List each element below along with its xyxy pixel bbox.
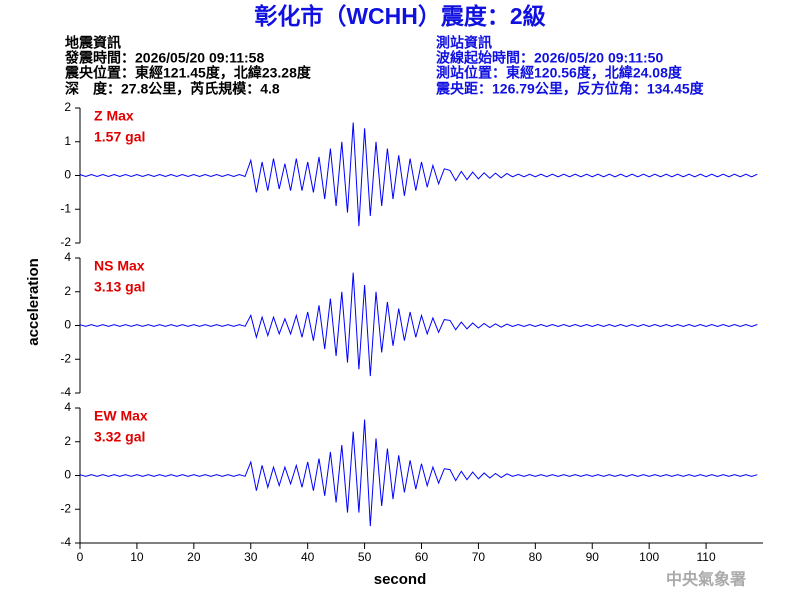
x-tick-label: 60 [415,550,429,564]
watermark: 中央氣象署 [666,570,746,589]
y-axis-label: acceleration [25,258,42,346]
info-line: 波線起始時間：2026/05/20 09:11:50 [436,50,663,66]
x-tick-label: 40 [301,550,315,564]
y-tick-label: 0 [64,168,71,182]
x-tick-label: 50 [358,550,372,564]
annotation: Z Max [94,108,134,124]
y-tick-label: 4 [64,250,71,264]
x-tick-label: 80 [529,550,543,564]
y-tick-label: -1 [60,201,71,215]
x-tick-label: 30 [244,550,258,564]
x-tick-label: 110 [697,550,716,564]
x-tick-label: 70 [472,550,486,564]
x-tick-label: 100 [639,550,659,564]
y-tick-label: -2 [60,351,71,365]
y-tick-label: -4 [60,535,71,549]
info-line: 測站資訊 [436,35,492,51]
y-tick-label: 0 [64,468,71,482]
x-tick-label: 10 [130,550,144,564]
waveform [79,419,758,527]
info-line: 深 度：27.8公里，芮氏規模：4.8 [65,81,280,97]
annotation: 3.32 gal [94,429,145,445]
y-tick-label: 2 [64,284,71,298]
x-axis-label: second [374,571,427,588]
y-tick-label: 2 [64,434,71,448]
y-tick-label: 0 [64,318,71,332]
info-line: 發震時間：2026/05/20 09:11:58 [64,50,264,66]
y-tick-label: 1 [64,134,71,148]
x-tick-label: 20 [187,550,201,564]
x-tick-label: 0 [77,550,84,564]
y-tick-label: 2 [64,100,71,114]
annotation: 1.57 gal [94,129,145,145]
annotation: 3.13 gal [94,279,145,295]
x-tick-label: 90 [586,550,600,564]
waveform [79,122,758,227]
info-line: 測站位置：東經120.56度，北緯24.08度 [436,65,683,81]
y-tick-label: -2 [60,501,71,515]
chart-title: 彰化市（WCHH）震度：2級 [254,3,545,29]
waveform [79,272,758,377]
info-line: 震央距：126.79公里，反方位角：134.45度 [435,81,705,97]
info-line: 地震資訊 [65,35,121,51]
annotation: NS Max [94,258,145,274]
y-tick-label: 4 [64,400,71,414]
info-line: 震央位置：東經121.45度，北緯23.28度 [64,65,312,81]
y-tick-label: -2 [60,235,71,249]
annotation: EW Max [94,408,148,424]
y-tick-label: -4 [60,385,71,399]
